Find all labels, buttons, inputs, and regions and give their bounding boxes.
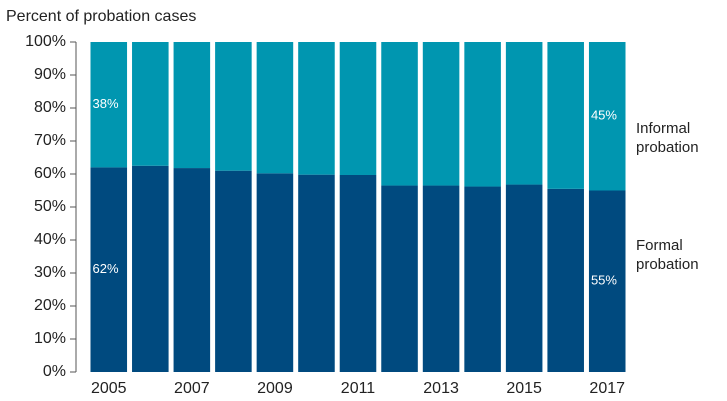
x-tick-label: 2015: [506, 380, 542, 397]
bar-segment: [505, 42, 543, 185]
y-tick-label: 70%: [34, 132, 66, 149]
data-label: 38%: [92, 96, 118, 111]
bar-segment: [256, 42, 294, 174]
bar-segment: [256, 173, 294, 372]
legend-label: Informal probation: [636, 120, 699, 156]
bar-segment: [339, 174, 377, 372]
bar-segment: [588, 190, 626, 372]
x-tick-label: 2005: [91, 380, 127, 397]
bar-segment: [215, 42, 252, 171]
y-tick-label: 100%: [25, 33, 66, 50]
bar-segment: [173, 168, 211, 372]
bar-segment: [90, 42, 128, 168]
y-tick-label: 80%: [34, 99, 66, 116]
bar-segment: [132, 165, 169, 372]
bar-segment: [339, 42, 377, 175]
y-tick-label: 0%: [43, 363, 66, 380]
x-tick-label: 2017: [589, 380, 625, 397]
bar-segment: [464, 186, 501, 372]
bar-segment: [547, 42, 584, 189]
bar-segment: [298, 174, 335, 372]
bar-segment: [381, 42, 418, 186]
data-label: 62%: [92, 261, 118, 276]
bar-segment: [422, 185, 460, 372]
y-tick-label: 60%: [34, 165, 66, 182]
bar-segment: [298, 42, 335, 175]
y-axis-label: Percent of probation cases: [6, 8, 196, 25]
data-label: 55%: [591, 273, 617, 288]
y-tick-label: 20%: [34, 297, 66, 314]
x-tick-label: 2011: [341, 380, 376, 397]
bar-segment: [505, 184, 543, 372]
y-tick-label: 90%: [34, 66, 66, 83]
bar-segment: [422, 42, 460, 186]
bar-segment: [132, 42, 169, 166]
x-tick-label: 2007: [174, 380, 210, 397]
x-tick-label: 2009: [257, 380, 293, 397]
y-tick-label: 50%: [34, 198, 66, 215]
data-label: 45%: [591, 108, 617, 123]
bar-segment: [588, 42, 626, 191]
bar-segment: [90, 167, 128, 372]
legend-label: Formal probation: [636, 237, 699, 273]
bar-segment: [173, 42, 211, 169]
y-tick-label: 40%: [34, 231, 66, 248]
bar-segment: [381, 185, 418, 372]
x-tick-label: 2013: [423, 380, 459, 397]
y-tick-label: 10%: [34, 330, 66, 347]
bar-segment: [547, 188, 584, 372]
y-tick-label: 30%: [34, 264, 66, 281]
bar-segment: [215, 170, 252, 372]
bar-segment: [464, 42, 501, 187]
